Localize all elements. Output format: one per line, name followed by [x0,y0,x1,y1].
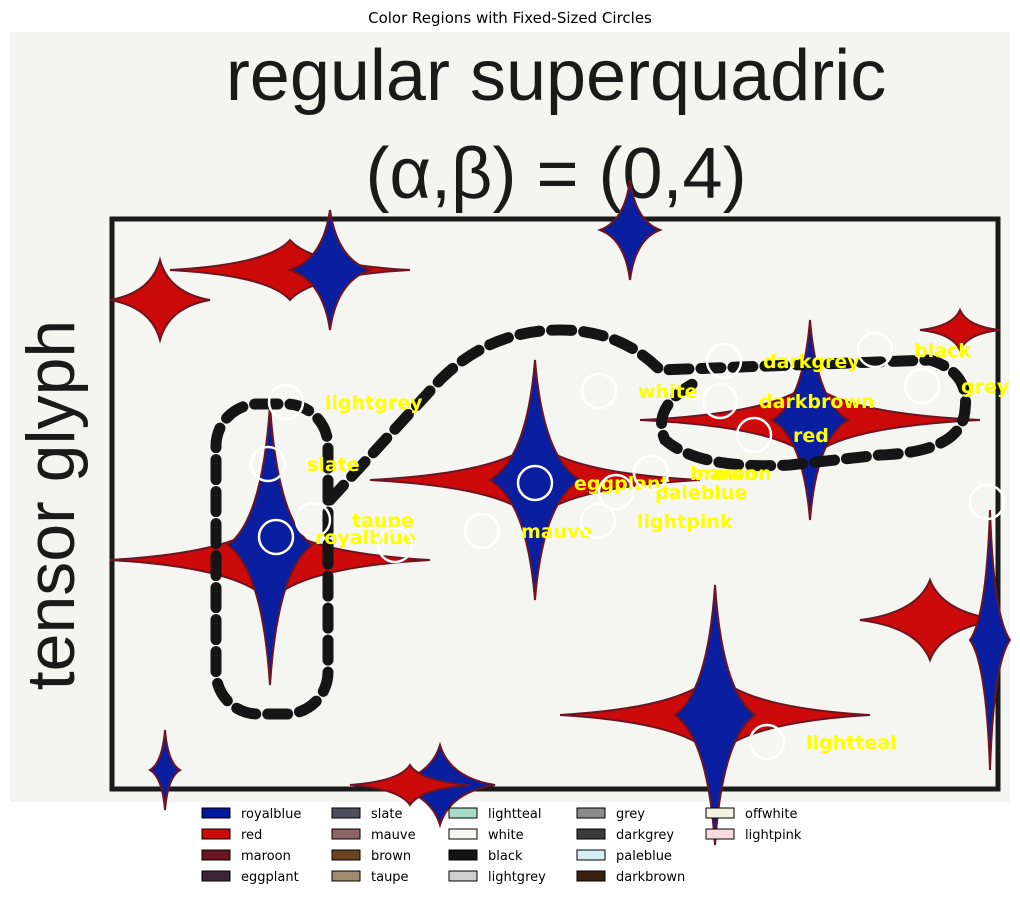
annotation-label-taupe: taupe [352,510,414,532]
legend-label-taupe: taupe [371,870,409,885]
annotation-circle-lightpink [579,502,617,540]
annotation-circle-black [856,331,894,369]
annotation-label-darkgrey: darkgrey [763,351,860,373]
annotation-circle-darkbrown [701,382,739,420]
annotation-circle-lightgrey [267,383,305,421]
annotation-circle-lightteal [748,723,786,761]
glyph-shape-1 [226,404,314,686]
legend: royalblue red maroon eggplant slate mauve brow… [201,807,802,885]
annotation-circle-white [580,372,618,410]
legend-label-red: red [241,828,262,843]
annotation-label-red: red [793,425,829,447]
legend-swatch-red [201,828,231,840]
legend-swatch-royalblue [201,807,231,819]
legend-label-slate: slate [371,807,402,822]
image-heading-line1: regular superquadric [226,36,886,116]
legend-label-lightgrey: lightgrey [488,870,546,885]
annotation-label-maroon: maroon [690,463,772,485]
glyph-shape-11 [597,179,663,281]
legend-swatch-lightpink [705,828,735,840]
legend-label-brown: brown [371,849,411,864]
annotation-circle-eggplant [516,464,554,502]
legend-label-mauve: mauve [371,828,416,843]
annotation-circle-slate [249,445,287,483]
legend-swatch-darkgrey [576,828,606,840]
glyph-shape-13 [968,509,1012,771]
dashed-outline-path [324,324,972,506]
annotation-label-white: white [638,381,698,403]
legend-swatch-taupe [331,870,361,882]
glyph-shapes [109,179,1012,846]
legend-label-royalblue: royalblue [241,807,301,822]
annotation-label-slate: slate [307,454,360,476]
glyph-shape-10 [109,256,211,344]
glyph-shape-15 [148,729,182,811]
annotation-label-darkbrown: darkbrown [759,391,875,413]
glyph-shape-9 [286,209,374,331]
legend-swatch-darkbrown [576,870,606,882]
annotation-label-lightteal: lightteal [806,732,897,754]
chart-title: Color Regions with Fixed-Sized Circles [368,9,652,27]
glyph-shape-3 [488,359,582,601]
legend-label-maroon: maroon [241,849,291,864]
annotation-label-lightgrey: lightgrey [325,392,423,414]
annotation-label-lightpink: lightpink [637,511,733,533]
annotation-label-royalblue: royalblue [315,527,416,549]
legend-swatch-lightgrey [448,870,478,882]
glyph-shape-16 [349,763,471,807]
annotation-label-brown: brown [690,463,757,485]
legend-label-darkbrown: darkbrown [616,870,685,885]
glyph-shape-17 [919,307,1001,353]
annotation-label-paleblue: paleblue [655,482,747,504]
legend-swatch-eggplant [201,870,231,882]
image-side-label: tensor glyph [13,320,89,690]
annotation-label-mauve: mauve [521,521,592,543]
legend-label-darkgrey: darkgrey [616,828,674,843]
legend-label-lightteal: lightteal [488,807,542,822]
annotation-circle-offwhite [968,483,1006,521]
legend-swatch-black [448,849,478,861]
annotation-circle-grey [903,367,941,405]
annotation-circle-taupe [294,501,332,539]
legend-swatch-maroon [201,849,231,861]
legend-label-lightpink: lightpink [745,828,802,843]
legend-label-eggplant: eggplant [241,870,299,885]
legend-label-black: black [488,849,523,864]
legend-swatch-offwhite [705,807,735,819]
legend-swatch-grey [576,807,606,819]
legend-swatch-lightteal [448,807,478,819]
annotation-label-black: black [914,340,971,362]
legend-swatch-brown [331,849,361,861]
legend-label-paleblue: paleblue [616,849,672,864]
annotation-label-grey: grey [961,376,1010,398]
glyph-shape-5 [770,319,850,521]
legend-swatch-mauve [331,828,361,840]
legend-label-white: white [488,828,524,843]
annotation-circle-unlabeled-18 [376,526,414,564]
legend-swatch-slate [331,807,361,819]
annotation-circle-maroon [632,454,670,492]
glyph-shape-12 [859,577,1001,663]
legend-label-offwhite: offwhite [745,807,798,822]
glyph-shape-7 [673,584,757,846]
image-heading-line2: (α,β) = (0,4) [365,134,746,214]
annotation-circle-red [735,416,773,454]
legend-swatch-white [448,828,478,840]
dashed-outline-left [210,398,334,720]
annotation-circle-darkgrey [705,342,743,380]
image-area: regular superquadric (α,β) = (0,4) tenso… [10,32,1012,846]
legend-label-grey: grey [616,807,645,822]
annotation-circle-paleblue [597,473,635,511]
legend-swatch-paleblue [576,849,606,861]
annotation-circle-royalblue [257,518,295,556]
annotation-circle-mauve [463,512,501,550]
